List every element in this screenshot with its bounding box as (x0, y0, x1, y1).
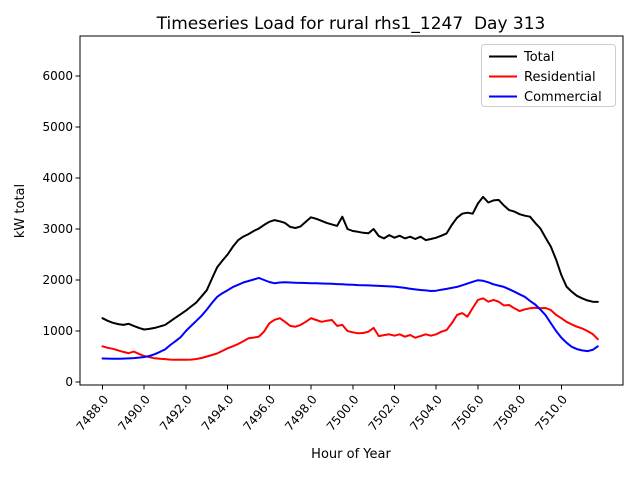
x-tick-label: 7490.0 (115, 392, 153, 433)
y-axis-ticks: 0 1000 2000 3000 4000 5000 6000 (42, 69, 80, 389)
y-tick-label: 2000 (42, 273, 73, 287)
x-tick-label: 7508.0 (491, 392, 529, 433)
legend-label-residential: Residential (524, 70, 596, 85)
x-tick-label: 7510.0 (532, 392, 570, 433)
x-axis-label: Hour of Year (311, 447, 391, 462)
x-tick-label: 7500.0 (324, 392, 362, 433)
legend-item-commercial: Commercial (489, 90, 602, 105)
y-tick-label: 1000 (42, 324, 73, 338)
legend-label-commercial: Commercial (524, 90, 602, 105)
series-line-commercial (101, 276, 599, 360)
legend-item-total: Total (489, 50, 554, 65)
y-tick-label: 5000 (42, 120, 73, 134)
x-tick-label: 7494.0 (199, 392, 237, 433)
y-axis-label: kW total (13, 184, 28, 238)
x-tick-label: 7498.0 (282, 392, 320, 433)
y-tick-label: 4000 (42, 171, 73, 185)
legend-box (481, 44, 616, 107)
y-tick-label: 0 (65, 375, 73, 389)
legend-item-residential: Residential (489, 70, 596, 85)
x-tick-label: 7488.0 (74, 392, 112, 433)
x-tick-label: 7496.0 (240, 392, 278, 433)
legend-label-total: Total (523, 50, 554, 65)
x-tick-label: 7502.0 (366, 392, 404, 433)
series-line-residential (101, 297, 599, 361)
series-line-total (101, 195, 599, 331)
y-tick-label: 3000 (42, 222, 73, 236)
x-tick-label: 7492.0 (157, 392, 195, 433)
legend: Total Residential Commercial (481, 44, 616, 107)
x-tick-label: 7506.0 (449, 392, 487, 433)
chart-title: Timeseries Load for rural rhs1_1247 Day … (156, 14, 546, 34)
x-axis-ticks: 7488.0 7490.0 7492.0 7494.0 7496.0 7498.0 7500… (74, 385, 570, 434)
y-tick-label: 6000 (42, 69, 73, 83)
series-lines (101, 195, 599, 361)
x-tick-label: 7504.0 (407, 392, 445, 433)
